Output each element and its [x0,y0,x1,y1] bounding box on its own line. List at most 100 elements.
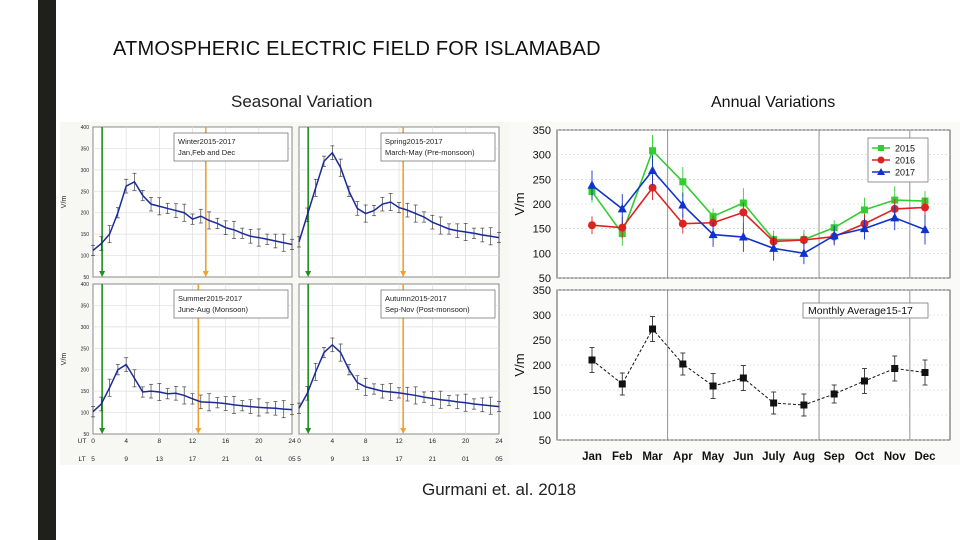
legend-2015-label: 2015 [895,144,915,154]
annual-bottom-ytick-label: 150 [533,385,551,397]
right-lt-tick: 17 [395,456,403,463]
monthly-average-point [860,377,868,385]
spring-sunrise-arrow [305,271,312,277]
right-ut-tick: 24 [495,438,503,445]
series-2015-point [679,178,687,186]
winter-ytick-label: 300 [81,168,90,174]
summer-ytick-label: 50 [83,432,89,438]
legend-2017-label: 2017 [895,168,915,178]
left-accent-bar [38,0,56,540]
left-ut-tick: 0 [91,438,95,445]
left-ut-tick: 16 [222,438,230,445]
month-tick-label: Mar [642,451,663,463]
month-tick-label: July [762,451,786,463]
right-lt-tick: 01 [462,456,470,463]
summer-ytick-label: 100 [81,411,90,417]
legend-2017-marker [877,168,885,175]
seasonal-variation-label: Seasonal Variation [231,92,373,111]
series-2017-point [648,165,658,174]
right-ut-tick: 4 [331,438,335,445]
monthly-legend-box [802,302,929,319]
annual-bottom-ytick-label: 350 [533,285,551,297]
right-lt-tick: 9 [331,456,335,463]
summer-ytick-label: 350 [81,303,90,309]
annual-top-ytick-label: 150 [533,224,551,236]
winter-ytick-label: 50 [83,275,89,281]
slide-title: ATMOSPHERIC ELECTRIC FIELD FOR ISLAMABAD [113,38,601,60]
summer-ytick-label: 300 [81,325,90,331]
citation: Gurmani et. al. 2018 [422,480,577,499]
series-2017-point [708,229,718,239]
annual-legend: 2015 2016 2017 [867,137,929,183]
right-lt-tick: 05 [495,456,503,463]
series-2016-line [591,186,926,243]
annual-bottom-ylabel: V/m [512,353,527,376]
winter-ytick-label: 250 [81,189,90,195]
winter-ytick-label: 100 [81,254,90,260]
series-2017-point [617,203,627,213]
monthly-average-line [591,328,926,406]
annual-variation-chart: 50 100 150 200 250 300 350 V/m 2015 2016 2017 50 100… [510,122,960,465]
annual-top-panel: 50 100 150 200 250 300 350 V/m 2015 2016 2017 [512,125,951,285]
series-2017-point [738,232,748,241]
spring-legend-title: Spring2015-2017 [385,137,443,146]
annual-top-ytick-label: 350 [533,125,551,137]
left-ut-tick: 12 [189,438,197,445]
left-ut-tick: 8 [158,438,162,445]
monthly-legend-label: Monthly Average15-17 [808,305,913,317]
series-2016-point [739,208,748,217]
monthly-average-point [649,325,657,333]
winter-panel: 50 100 150 200 250 300 350 400 V/m Winter2015-201… [61,125,294,281]
series-2016-point [799,236,808,245]
monthly-average-point [830,390,838,398]
monthly-average-point [921,369,929,376]
summer-legend-title: Summer2015-2017 [178,294,242,303]
lt-axis-label: LT [78,456,85,463]
monthly-average-point [709,382,717,390]
summer-panel: 50 100 150 200 250 300 350 400 V/m Summer2015-201… [61,282,294,438]
winter-ytick-label: 400 [81,125,90,131]
series-2017-point [920,224,930,234]
series-2017-point [799,248,809,257]
left-lt-tick: 01 [255,456,263,463]
spring-sunset-arrow [400,271,407,277]
right-lt-tick: 21 [429,456,437,463]
winter-sunrise-arrow [99,271,106,277]
series-2016-point [648,183,657,192]
annual-bottom-ytick-label: 50 [539,435,551,447]
ut-axis-label: UT [78,438,87,445]
autumn-legend-season: Sep-Nov (Post-monsoon) [385,305,470,314]
winter-legend-box [173,132,289,162]
winter-ytick-label: 150 [81,232,90,238]
monthly-average-point [739,374,747,382]
summer-legend-box [173,289,289,319]
left-lt-tick: 21 [222,456,230,463]
spring-legend-season: March-May (Pre-monsoon) [385,148,475,157]
summer-sunset-arrow [195,428,202,434]
monthly-average-point [588,356,596,364]
autumn-panel: Autumn2015-2017 Sep-Nov (Post-monsoon) [297,283,501,435]
autumn-curve [298,343,500,409]
left-lt-tick: 17 [189,456,197,463]
spring-curve [298,151,500,243]
month-tick-label: Dec [914,451,936,463]
series-2017-point [587,180,597,189]
left-lt-tick: 9 [124,456,128,463]
winter-sunset-arrow [202,271,209,277]
series-2017-point [678,199,688,209]
summer-ytick-label: 150 [81,389,90,395]
series-2015-point [649,147,657,155]
series-2015-point [860,206,868,214]
annual-top-ylabel: V/m [512,192,527,215]
right-ut-tick: 20 [462,438,470,445]
summer-legend-season: June-Aug (Monsoon) [178,305,249,314]
winter-ytick-label: 350 [81,146,90,152]
month-tick-label: Jun [733,451,753,463]
annual-top-ytick-label: 200 [533,199,551,211]
spring-panel: Spring2015-2017 March-May (Pre-monsoon) [297,126,501,278]
annual-top-ytick-label: 250 [533,174,551,186]
annual-top-ytick-label: 50 [539,273,551,285]
series-2016-point [618,223,627,232]
monthly-average-point [770,399,778,407]
series-2016-point [588,221,596,230]
